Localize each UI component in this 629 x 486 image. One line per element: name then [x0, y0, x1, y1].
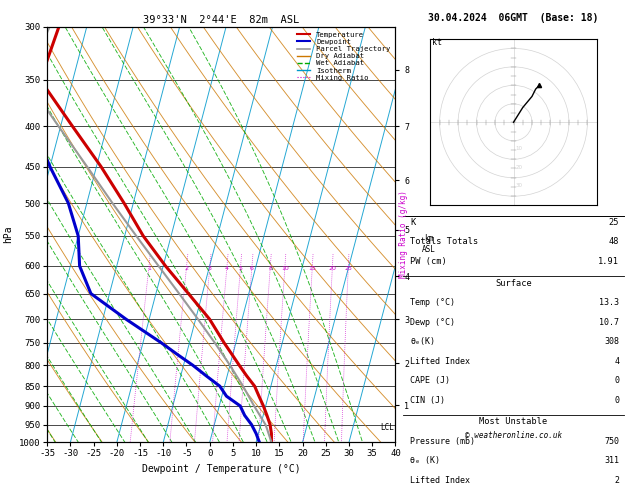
- Text: 25: 25: [609, 218, 619, 227]
- Text: Lifted Index: Lifted Index: [410, 476, 470, 485]
- Text: 25: 25: [345, 266, 352, 271]
- Text: Temp (°C): Temp (°C): [410, 298, 455, 307]
- Text: Dewp (°C): Dewp (°C): [410, 318, 455, 327]
- Text: © weatheronline.co.uk: © weatheronline.co.uk: [465, 431, 562, 440]
- Text: Lifted Index: Lifted Index: [410, 357, 470, 365]
- Text: 4: 4: [614, 357, 619, 365]
- Text: 6: 6: [250, 266, 254, 271]
- Text: 0: 0: [614, 376, 619, 385]
- Text: 15: 15: [308, 266, 316, 271]
- Text: 0: 0: [614, 396, 619, 405]
- Text: LCL: LCL: [380, 423, 394, 432]
- Text: 30.04.2024  06GMT  (Base: 18): 30.04.2024 06GMT (Base: 18): [428, 13, 599, 22]
- Text: CAPE (J): CAPE (J): [410, 376, 450, 385]
- Legend: Temperature, Dewpoint, Parcel Trajectory, Dry Adiabat, Wet Adiabat, Isotherm, Mi: Temperature, Dewpoint, Parcel Trajectory…: [296, 30, 392, 82]
- Text: CIN (J): CIN (J): [410, 396, 445, 405]
- Text: 48: 48: [609, 237, 619, 246]
- Text: Pressure (mb): Pressure (mb): [410, 437, 475, 446]
- Text: 1: 1: [147, 266, 151, 271]
- Text: 10.7: 10.7: [599, 318, 619, 327]
- Text: Most Unstable: Most Unstable: [479, 417, 548, 426]
- Text: 20: 20: [515, 165, 522, 170]
- Text: 308: 308: [604, 337, 619, 346]
- Text: 4: 4: [225, 266, 229, 271]
- Text: Mixing Ratio (g/kg): Mixing Ratio (g/kg): [399, 191, 408, 278]
- Text: 20: 20: [328, 266, 337, 271]
- Text: 8: 8: [269, 266, 272, 271]
- Text: θₑ (K): θₑ (K): [410, 456, 440, 466]
- Text: 3: 3: [208, 266, 212, 271]
- Text: 10: 10: [281, 266, 289, 271]
- Text: 10: 10: [515, 146, 522, 151]
- Text: 2: 2: [184, 266, 189, 271]
- Text: 5: 5: [238, 266, 243, 271]
- Text: PW (cm): PW (cm): [410, 257, 447, 266]
- Text: 311: 311: [604, 456, 619, 466]
- Text: 2: 2: [614, 476, 619, 485]
- Title: 39°33'N  2°44'E  82m  ASL: 39°33'N 2°44'E 82m ASL: [143, 15, 299, 25]
- Text: 750: 750: [604, 437, 619, 446]
- Text: 13.3: 13.3: [599, 298, 619, 307]
- Y-axis label: km
ASL: km ASL: [422, 235, 436, 254]
- Text: 1.91: 1.91: [598, 257, 619, 266]
- Text: kt: kt: [432, 38, 442, 47]
- Text: θₑ(K): θₑ(K): [410, 337, 435, 346]
- Text: 30: 30: [515, 183, 522, 188]
- Text: K: K: [410, 218, 415, 227]
- Text: Totals Totals: Totals Totals: [410, 237, 479, 246]
- X-axis label: Dewpoint / Temperature (°C): Dewpoint / Temperature (°C): [142, 464, 301, 474]
- Text: Surface: Surface: [495, 278, 532, 288]
- Y-axis label: hPa: hPa: [3, 226, 13, 243]
